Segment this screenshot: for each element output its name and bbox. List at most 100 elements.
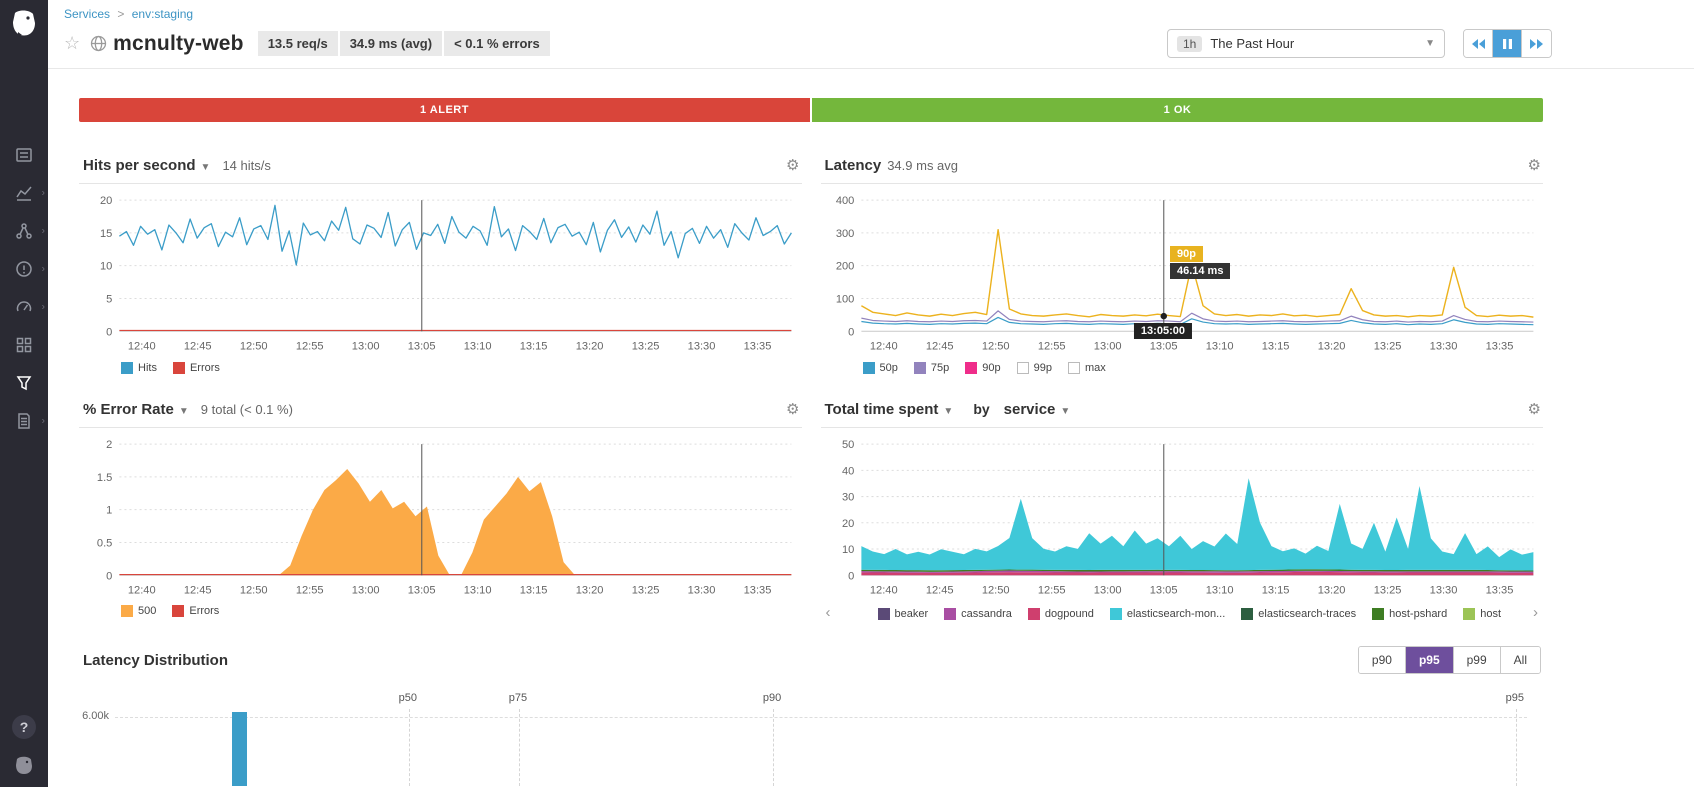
svg-text:12:50: 12:50 [240, 584, 268, 596]
legend-swatch-icon [1463, 607, 1476, 620]
legend-swatch-icon [1241, 607, 1254, 620]
latency-distribution-plot[interactable]: 6.00k p50 p75 p90 p95 [79, 690, 1543, 787]
legend-swatch-icon [965, 361, 978, 374]
svg-text:13:30: 13:30 [688, 584, 716, 596]
chevron-down-icon[interactable]: ▼ [1060, 405, 1071, 417]
sidebar-item-infrastructure[interactable]: › [0, 212, 48, 250]
total-time-chart-legend: beaker cassandra dogpound elasticsearch-mon… [836, 607, 1529, 620]
sidebar-item-events[interactable] [0, 136, 48, 174]
forward-button[interactable] [1522, 30, 1551, 57]
legend-item-Errors[interactable]: Errors [172, 605, 220, 618]
svg-text:50: 50 [841, 439, 853, 451]
chart-title-latency[interactable]: Latency [824, 157, 882, 174]
percentile-marker-line [518, 709, 520, 787]
ok-status-segment[interactable]: 1 OK [812, 98, 1543, 122]
svg-text:300: 300 [835, 228, 853, 240]
breadcrumb-env-link[interactable]: env:staging [131, 7, 194, 21]
total-time-chart[interactable]: 0 10 20 30 40 50 12:40 12:45 12:50 12:55 13:00 13:0… [821, 434, 1544, 604]
legend-item-elasticsearch-traces[interactable]: elasticsearch-traces [1241, 607, 1356, 620]
legend-item-Errors[interactable]: Errors [172, 361, 220, 374]
sidebar-item-metrics[interactable]: › [0, 288, 48, 326]
latency-chart[interactable]: 0 100 200 300 400 12:40 12:45 12:50 12:55 13:00 13… [821, 190, 1544, 360]
svg-text:13:20: 13:20 [1317, 340, 1345, 352]
sidebar-item-integrations[interactable] [0, 326, 48, 364]
chevron-right-icon: › [41, 263, 45, 275]
legend-item-elasticsearch-mon...[interactable]: elasticsearch-mon... [1109, 607, 1225, 620]
globe-icon[interactable] [90, 35, 107, 52]
dist-region: p50 p75 p90 p95 [115, 690, 1527, 787]
legend-label: 90p [982, 361, 1001, 374]
pause-button[interactable] [1493, 30, 1522, 57]
gear-icon[interactable]: ⚙ [1527, 157, 1541, 174]
sidebar-item-logs[interactable]: › [0, 402, 48, 440]
percentile-marker-label: p90 [762, 692, 782, 705]
legend-swatch-icon [913, 361, 926, 374]
topbar: Services > env:staging ☆ mcnulty-web 13.… [48, 0, 1694, 69]
chart-title-hits[interactable]: Hits per second [83, 157, 196, 174]
page-title: mcnulty-web [113, 31, 244, 55]
legend-item-host[interactable]: host [1463, 607, 1501, 620]
legend-item-50p[interactable]: 50p [862, 361, 898, 374]
chart-title-total-time[interactable]: Total time spent [824, 400, 939, 418]
svg-text:13:15: 13:15 [1261, 340, 1289, 352]
breadcrumb-services-link[interactable]: Services [64, 7, 111, 21]
svg-text:5: 5 [106, 294, 112, 306]
panel-latency: Latency 34.9 ms avg ⚙ 0 100 200 300 400 12:40… [820, 156, 1544, 374]
chart-tooltip: 90p 46.14 ms [1169, 244, 1231, 279]
p99-button[interactable]: p99 [1453, 647, 1501, 674]
legend-swatch-icon [1016, 361, 1029, 374]
service-stats: 13.5 req/s 34.9 ms (avg) < 0.1 % errors [257, 31, 550, 56]
all-button[interactable]: All [1500, 647, 1540, 674]
legend-item-max[interactable]: max [1067, 361, 1106, 374]
p90-button[interactable]: p90 [1358, 647, 1406, 674]
svg-text:12:45: 12:45 [184, 340, 212, 352]
legend-item-cassandra[interactable]: cassandra [944, 607, 1012, 620]
svg-text:12:40: 12:40 [128, 340, 156, 352]
legend-item-99p[interactable]: 99p [1016, 361, 1052, 374]
datadog-logo-icon[interactable] [8, 8, 40, 40]
bits-dog-icon[interactable] [12, 753, 36, 777]
svg-text:13:15: 13:15 [520, 584, 548, 596]
legend-prev-icon[interactable]: ‹ [825, 604, 831, 622]
sidebar-item-monitors[interactable]: › [0, 250, 48, 288]
svg-text:13:05: 13:05 [408, 584, 436, 596]
gear-icon[interactable]: ⚙ [786, 400, 800, 418]
rewind-button[interactable] [1464, 30, 1493, 57]
chevron-down-icon[interactable]: ▼ [178, 405, 189, 417]
legend-item-75p[interactable]: 75p [913, 361, 949, 374]
legend-item-Hits[interactable]: Hits [121, 361, 157, 374]
help-icon[interactable]: ? [12, 715, 36, 739]
legend-swatch-icon [877, 607, 890, 620]
histogram-bar[interactable] [232, 712, 248, 787]
group-by-select[interactable]: service [1003, 400, 1056, 418]
hits-chart[interactable]: 0 5 10 15 20 12:40 12:45 12:50 12:55 13:00 13:05 13… [79, 190, 802, 360]
chevron-down-icon[interactable]: ▼ [943, 405, 954, 417]
legend-label: Errors [189, 605, 220, 618]
legend-item-host-pshard[interactable]: host-pshard [1372, 607, 1447, 620]
percentile-button-group: p90 p95 p99 All [1357, 646, 1541, 675]
chart-title-error-rate[interactable]: % Error Rate [83, 400, 174, 418]
svg-text:12:55: 12:55 [1037, 340, 1065, 352]
sidebar-item-apm[interactable] [0, 364, 48, 402]
svg-text:12:50: 12:50 [240, 340, 268, 352]
favorite-star-icon[interactable]: ☆ [64, 33, 81, 53]
svg-text:13:30: 13:30 [688, 340, 716, 352]
panel-error-rate: % Error Rate ▼ 9 total (< 0.1 %) ⚙ 0 0.5 1… [79, 400, 802, 621]
legend-item-500[interactable]: 500 [121, 605, 156, 618]
error-rate-chart[interactable]: 0 0.5 1 1.5 2 12:40 12:45 12:50 12:55 13:00 13:05 1… [79, 434, 802, 604]
gear-icon[interactable]: ⚙ [786, 157, 800, 174]
svg-text:12:55: 12:55 [1037, 584, 1065, 596]
legend-item-dogpound[interactable]: dogpound [1027, 607, 1094, 620]
time-range-select[interactable]: 1h The Past Hour ▼ [1167, 29, 1445, 58]
chevron-down-icon[interactable]: ▼ [200, 162, 211, 173]
sidebar-item-dashboards[interactable]: › [0, 174, 48, 212]
svg-text:0: 0 [848, 326, 854, 338]
chevron-right-icon: › [41, 187, 45, 199]
legend-item-beaker[interactable]: beaker [877, 607, 928, 620]
gear-icon[interactable]: ⚙ [1527, 400, 1541, 418]
legend-item-90p[interactable]: 90p [965, 361, 1001, 374]
alert-status-segment[interactable]: 1 ALERT [79, 98, 810, 122]
svg-text:13:25: 13:25 [632, 584, 660, 596]
p95-button[interactable]: p95 [1405, 647, 1454, 674]
legend-next-icon[interactable]: › [1533, 604, 1538, 622]
